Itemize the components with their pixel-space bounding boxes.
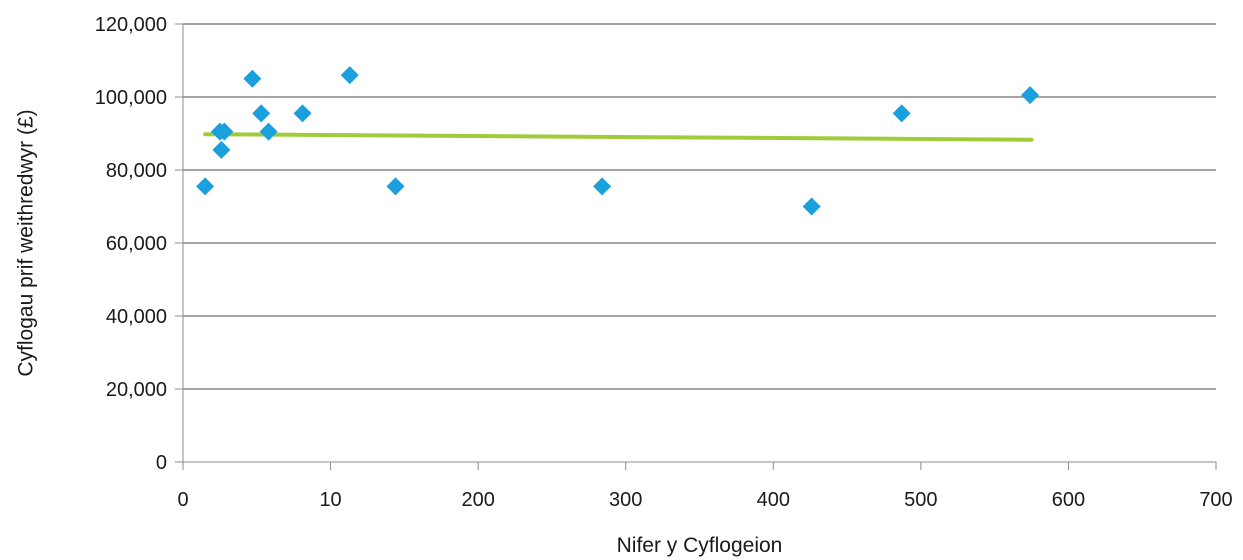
data-points: [196, 66, 1040, 216]
y-tick-label: 20,000: [106, 379, 167, 401]
x-tick-label: 700: [1199, 489, 1232, 511]
trendline-layer: [203, 132, 1034, 142]
y-tick-label: 100,000: [95, 87, 167, 109]
x-tick-label: 0: [177, 489, 188, 511]
axes: [175, 23, 1217, 470]
data-point: [1021, 86, 1040, 105]
data-point: [593, 177, 612, 196]
y-tick-labels: 0 20,000 40,000 60,000 80,000 100,000 120,000: [95, 14, 167, 474]
y-tick-label: 60,000: [106, 233, 167, 255]
data-point: [340, 66, 359, 85]
y-tick-label: 40,000: [106, 306, 167, 328]
x-tick-label: 200: [461, 489, 494, 511]
trendline: [203, 132, 1034, 142]
data-point: [196, 177, 215, 196]
x-tick-label: 10: [319, 489, 341, 511]
x-tick-label: 300: [609, 489, 642, 511]
x-tick-labels: 0 10 200 300 400 500 600 700: [177, 489, 1232, 511]
data-point: [259, 122, 278, 141]
data-point: [293, 104, 312, 123]
data-point: [892, 104, 911, 123]
y-axis-title: Cyflogau prif weithredwyr (£): [15, 109, 38, 376]
gridlines: [183, 23, 1216, 390]
y-tick-label: 0: [156, 452, 167, 474]
x-tick-label: 400: [757, 489, 790, 511]
data-point: [212, 140, 231, 159]
y-tick-label: 120,000: [95, 14, 167, 36]
y-tick-label: 80,000: [106, 160, 167, 182]
data-point: [215, 122, 234, 141]
x-axis-title: Nifer y Cyflogeion: [617, 534, 783, 557]
data-point: [802, 197, 821, 216]
data-point: [386, 177, 405, 196]
x-tick-label: 500: [904, 489, 937, 511]
data-point: [252, 104, 271, 123]
x-tick-label: 600: [1052, 489, 1085, 511]
data-point: [243, 69, 262, 88]
